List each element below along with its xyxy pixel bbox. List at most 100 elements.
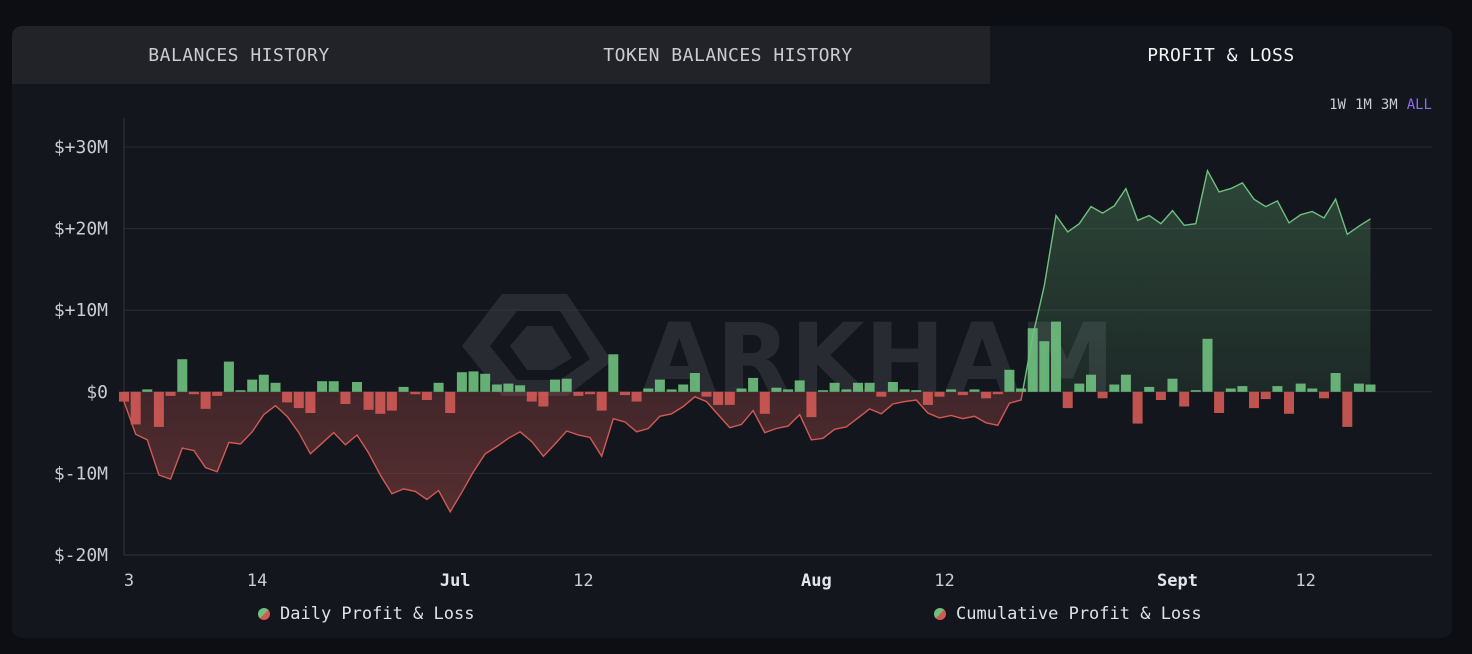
range-1w[interactable]: 1W (1329, 97, 1346, 113)
daily-pnl-bar[interactable] (899, 389, 910, 392)
daily-pnl-bar[interactable] (456, 372, 467, 392)
daily-pnl-bar[interactable] (433, 382, 444, 392)
daily-pnl-bar[interactable] (375, 391, 386, 414)
daily-pnl-bar[interactable] (957, 391, 968, 396)
daily-pnl-bar[interactable] (165, 391, 176, 396)
daily-pnl-bar[interactable] (1365, 384, 1376, 392)
daily-pnl-bar[interactable] (911, 390, 922, 392)
daily-pnl-bar[interactable] (480, 373, 491, 392)
daily-pnl-bar[interactable] (1039, 341, 1050, 392)
daily-pnl-bar[interactable] (305, 391, 316, 413)
daily-pnl-bar[interactable] (666, 389, 677, 392)
daily-pnl-bar[interactable] (421, 391, 432, 400)
daily-pnl-bar[interactable] (654, 379, 665, 392)
daily-pnl-bar[interactable] (491, 384, 502, 392)
daily-pnl-bar[interactable] (119, 391, 129, 402)
daily-pnl-bar[interactable] (515, 385, 526, 392)
daily-pnl-bar[interactable] (258, 374, 269, 392)
daily-pnl-bar[interactable] (526, 391, 537, 402)
tab-balances-history[interactable]: BALANCES HISTORY (12, 26, 466, 84)
daily-pnl-bar[interactable] (386, 391, 397, 411)
daily-pnl-bar[interactable] (1062, 391, 1073, 409)
daily-pnl-bar[interactable] (643, 388, 654, 392)
daily-pnl-bar[interactable] (1272, 386, 1283, 392)
daily-pnl-bar[interactable] (573, 391, 584, 396)
daily-pnl-bar[interactable] (1214, 391, 1225, 413)
daily-pnl-bar[interactable] (806, 391, 817, 418)
daily-pnl-bar[interactable] (1120, 374, 1131, 392)
daily-pnl-bar[interactable] (992, 391, 1003, 395)
daily-pnl-bar[interactable] (270, 382, 281, 392)
daily-pnl-bar[interactable] (212, 391, 223, 396)
daily-pnl-bar[interactable] (352, 382, 362, 392)
range-all[interactable]: ALL (1406, 97, 1432, 113)
daily-pnl-bar[interactable] (538, 391, 549, 407)
daily-pnl-bar[interactable] (701, 391, 712, 397)
daily-pnl-bar[interactable] (340, 391, 351, 404)
daily-pnl-bar[interactable] (771, 387, 782, 392)
daily-pnl-bar[interactable] (293, 391, 304, 409)
daily-pnl-bar[interactable] (678, 384, 689, 392)
daily-pnl-bar[interactable] (1074, 383, 1085, 392)
daily-pnl-bar[interactable] (783, 389, 794, 392)
daily-pnl-bar[interactable] (1109, 384, 1120, 392)
daily-pnl-bar[interactable] (503, 383, 514, 392)
daily-pnl-bar[interactable] (934, 391, 945, 397)
daily-pnl-bar[interactable] (1260, 391, 1271, 400)
daily-pnl-bar[interactable] (410, 391, 421, 395)
daily-pnl-bar[interactable] (398, 386, 409, 392)
daily-pnl-bar[interactable] (620, 391, 630, 396)
daily-pnl-bar[interactable] (445, 391, 456, 413)
daily-pnl-bar[interactable] (247, 379, 258, 392)
daily-pnl-bar[interactable] (1190, 390, 1201, 392)
daily-pnl-bar[interactable] (1319, 391, 1329, 399)
daily-pnl-bar[interactable] (1051, 321, 1061, 392)
daily-pnl-bar[interactable] (818, 390, 828, 392)
daily-pnl-bar[interactable] (1027, 328, 1038, 392)
daily-pnl-bar[interactable] (736, 388, 747, 392)
daily-pnl-bar[interactable] (1155, 391, 1166, 400)
daily-pnl-bar[interactable] (713, 391, 724, 405)
daily-pnl-bar[interactable] (1225, 388, 1236, 392)
daily-pnl-bar[interactable] (223, 361, 234, 392)
daily-pnl-bar[interactable] (724, 391, 735, 405)
legend-daily[interactable]: Daily Profit & Loss (258, 604, 474, 624)
daily-pnl-bar[interactable] (1330, 373, 1341, 392)
daily-pnl-bar[interactable] (1004, 369, 1015, 392)
daily-pnl-bar[interactable] (596, 391, 607, 411)
daily-pnl-bar[interactable] (1202, 338, 1213, 392)
daily-pnl-bar[interactable] (748, 377, 759, 392)
daily-pnl-bar[interactable] (561, 378, 572, 392)
daily-pnl-bar[interactable] (1353, 383, 1364, 392)
daily-pnl-bar[interactable] (1307, 388, 1318, 392)
daily-pnl-bar[interactable] (1097, 391, 1108, 399)
daily-pnl-bar[interactable] (1284, 391, 1294, 414)
daily-pnl-bar[interactable] (1144, 386, 1155, 392)
daily-pnl-bar[interactable] (1295, 383, 1306, 392)
daily-pnl-bar[interactable] (1167, 378, 1178, 392)
daily-pnl-bar[interactable] (1342, 391, 1353, 427)
range-3m[interactable]: 3M (1380, 97, 1398, 113)
daily-pnl-bar[interactable] (317, 381, 328, 392)
daily-pnl-bar[interactable] (235, 390, 246, 392)
daily-pnl-bar[interactable] (864, 382, 875, 392)
daily-pnl-bar[interactable] (153, 391, 164, 427)
daily-pnl-bar[interactable] (1016, 388, 1027, 392)
daily-pnl-bar[interactable] (550, 379, 560, 392)
daily-pnl-bar[interactable] (130, 391, 141, 425)
daily-pnl-bar[interactable] (759, 391, 770, 414)
daily-pnl-bar[interactable] (969, 389, 980, 392)
daily-pnl-bar[interactable] (468, 371, 479, 392)
daily-pnl-bar[interactable] (585, 391, 595, 395)
daily-pnl-bar[interactable] (876, 391, 887, 397)
tab-token-balances-history[interactable]: TOKEN BALANCES HISTORY (466, 26, 990, 84)
tab-profit-loss[interactable]: PROFIT & LOSS (990, 26, 1452, 84)
daily-pnl-bar[interactable] (829, 382, 840, 392)
daily-pnl-bar[interactable] (200, 391, 211, 409)
daily-pnl-bar[interactable] (887, 382, 898, 392)
daily-pnl-bar[interactable] (853, 382, 863, 392)
daily-pnl-bar[interactable] (142, 389, 153, 392)
daily-pnl-bar[interactable] (841, 389, 852, 392)
range-1m[interactable]: 1M (1354, 97, 1372, 113)
daily-pnl-bar[interactable] (1132, 391, 1143, 424)
